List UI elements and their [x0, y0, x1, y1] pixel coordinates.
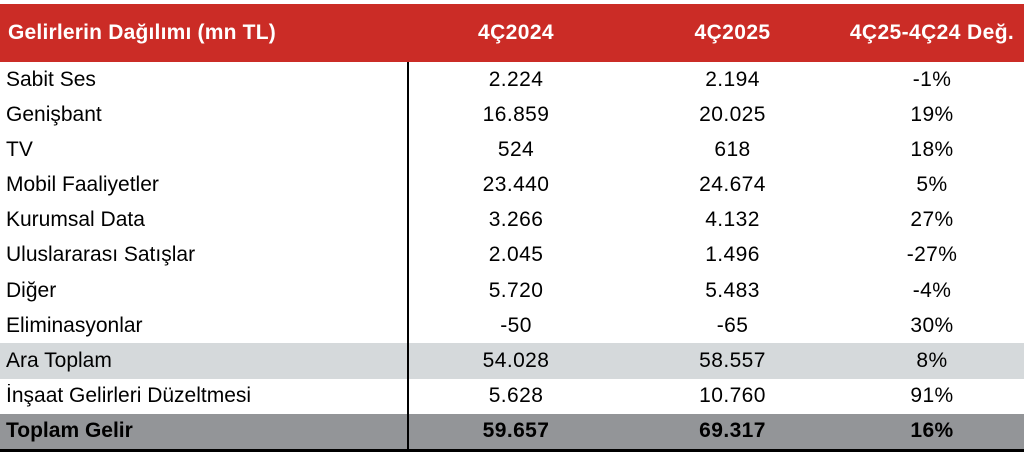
value-4c2025: 1.496	[705, 243, 760, 267]
value-4c2024: 3.266	[488, 208, 544, 232]
table-header-row: Gelirlerin Dağılımı (mn TL) 4Ç2024 4Ç202…	[0, 4, 1024, 62]
value-4c2025: 618	[714, 137, 751, 161]
value-4c2024: 2.045	[488, 243, 544, 267]
value-4c2024: 23.440	[482, 173, 550, 197]
table-row: TV 524 618 18%	[0, 132, 1024, 168]
header-cell-change: 4Ç25-4Ç24 Değ.	[849, 21, 1015, 44]
value-4c2024: 524	[497, 137, 535, 161]
table-row-total: Toplam Gelir 59.657 69.317 16%	[0, 413, 1024, 449]
value-change: 30%	[910, 313, 954, 337]
value-4c2025: 69.317	[699, 419, 766, 443]
row-label: Diğer	[6, 278, 57, 302]
table-row: Eliminasyonlar -50 -65 30%	[0, 308, 1024, 344]
value-change: 27%	[910, 208, 954, 232]
row-label: Kurumsal Data	[6, 208, 145, 232]
header-cell-4c2025: 4Ç2025	[694, 21, 771, 44]
value-4c2024: 5.628	[488, 384, 544, 408]
table-row: Genişbant 16.859 20.025 19%	[0, 97, 1024, 133]
value-4c2024: 2.224	[488, 67, 544, 91]
table-row: Uluslararası Satışlar 2.045 1.496 -27%	[0, 237, 1024, 274]
value-change: -27%	[906, 243, 958, 267]
value-change: 8%	[916, 348, 948, 372]
value-change: 18%	[910, 137, 954, 161]
value-4c2025: -65	[716, 313, 749, 337]
row-label: Toplam Gelir	[6, 419, 133, 443]
row-label: Eliminasyonlar	[6, 313, 143, 337]
value-4c2024: -50	[500, 313, 532, 337]
value-change: 91%	[910, 384, 954, 408]
value-4c2025: 4.132	[705, 208, 760, 232]
value-4c2025: 58.557	[699, 348, 766, 372]
value-4c2025: 24.674	[699, 173, 766, 197]
table-row: Mobil Faaliyetler 23.440 24.674 5%	[0, 167, 1024, 203]
row-label: Mobil Faaliyetler	[6, 173, 159, 197]
value-4c2025: 10.760	[699, 384, 766, 408]
row-label: Genişbant	[6, 102, 102, 126]
table-row-subtotal: Ara Toplam 54.028 58.557 8%	[0, 343, 1024, 379]
table-bottom-border	[0, 449, 1024, 452]
row-label: Ara Toplam	[6, 348, 112, 372]
header-cell-title: Gelirlerin Dağılımı (mn TL)	[8, 21, 276, 44]
table-body: Sabit Ses 2.224 2.194 -1% Genişbant 16.859 20.…	[0, 62, 1024, 449]
value-4c2024: 16.859	[482, 102, 550, 126]
value-change: -1%	[912, 67, 952, 91]
row-label: İnşaat Gelirleri Düzeltmesi	[6, 384, 252, 408]
value-change: 5%	[916, 173, 948, 197]
row-label: Uluslararası Satışlar	[6, 243, 196, 267]
value-4c2024: 54.028	[482, 348, 550, 372]
row-label: TV	[6, 137, 33, 161]
header-cell-4c2024: 4Ç2024	[478, 21, 554, 44]
table-row: Sabit Ses 2.224 2.194 -1%	[0, 62, 1024, 98]
value-4c2024: 5.720	[488, 278, 544, 302]
value-change: -4%	[912, 278, 952, 302]
row-label: Sabit Ses	[6, 67, 96, 91]
value-4c2025: 2.194	[705, 67, 760, 91]
value-change: 16%	[910, 419, 954, 443]
value-4c2025: 20.025	[699, 102, 766, 126]
value-4c2024: 59.657	[482, 419, 550, 443]
value-4c2025: 5.483	[705, 278, 760, 302]
table-row: Kurumsal Data 3.266 4.132 27%	[0, 202, 1024, 238]
value-change: 19%	[910, 102, 954, 126]
table-row: Diğer 5.720 5.483 -4%	[0, 273, 1024, 309]
column-divider-line	[407, 62, 409, 452]
table-row: İnşaat Gelirleri Düzeltmesi 5.628 10.760 91…	[0, 378, 1024, 414]
